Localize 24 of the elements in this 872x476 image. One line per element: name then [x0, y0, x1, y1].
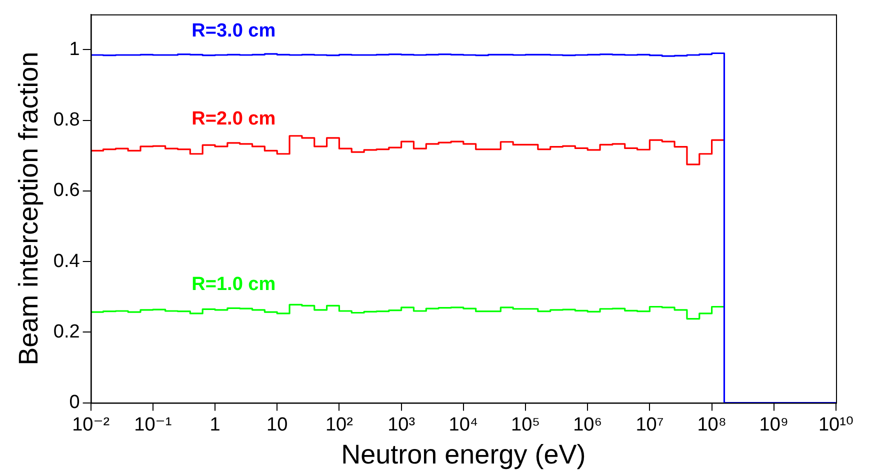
x-tick-label: 10¹⁰: [818, 414, 854, 436]
series-label: R=1.0 cm: [192, 274, 276, 295]
x-tick-label: 10³: [388, 414, 416, 436]
x-tick-label: 10⁷: [636, 414, 664, 436]
x-tick-label: 1: [210, 414, 220, 436]
y-tick-label: 0.4: [53, 250, 80, 272]
x-tick-label: 10⁶: [573, 414, 602, 436]
x-tick-label: 10⁴: [448, 414, 478, 436]
y-axis-title: Beam interception fraction: [14, 52, 44, 366]
x-tick-label: 10²: [325, 414, 353, 436]
y-tick-label: 0.8: [53, 110, 80, 131]
y-tick-label: 0.6: [53, 180, 80, 202]
x-tick-label: 10⁵: [510, 414, 540, 436]
y-tick-label: 0.2: [53, 321, 80, 342]
x-tick-label: 10: [266, 414, 288, 436]
y-tick-label: 0: [69, 392, 80, 414]
x-tick-label: 10⁻²: [72, 414, 110, 436]
x-axis-title: Neutron energy (eV): [341, 439, 586, 470]
x-tick-label: 10⁹: [759, 414, 789, 436]
series-label: R=2.0 cm: [192, 108, 276, 130]
y-tick-label: 1: [69, 38, 80, 60]
x-tick-label: 10⁸: [697, 414, 726, 436]
series-label: R=3.0 cm: [192, 20, 276, 42]
x-tick-label: 10⁻¹: [134, 414, 172, 436]
